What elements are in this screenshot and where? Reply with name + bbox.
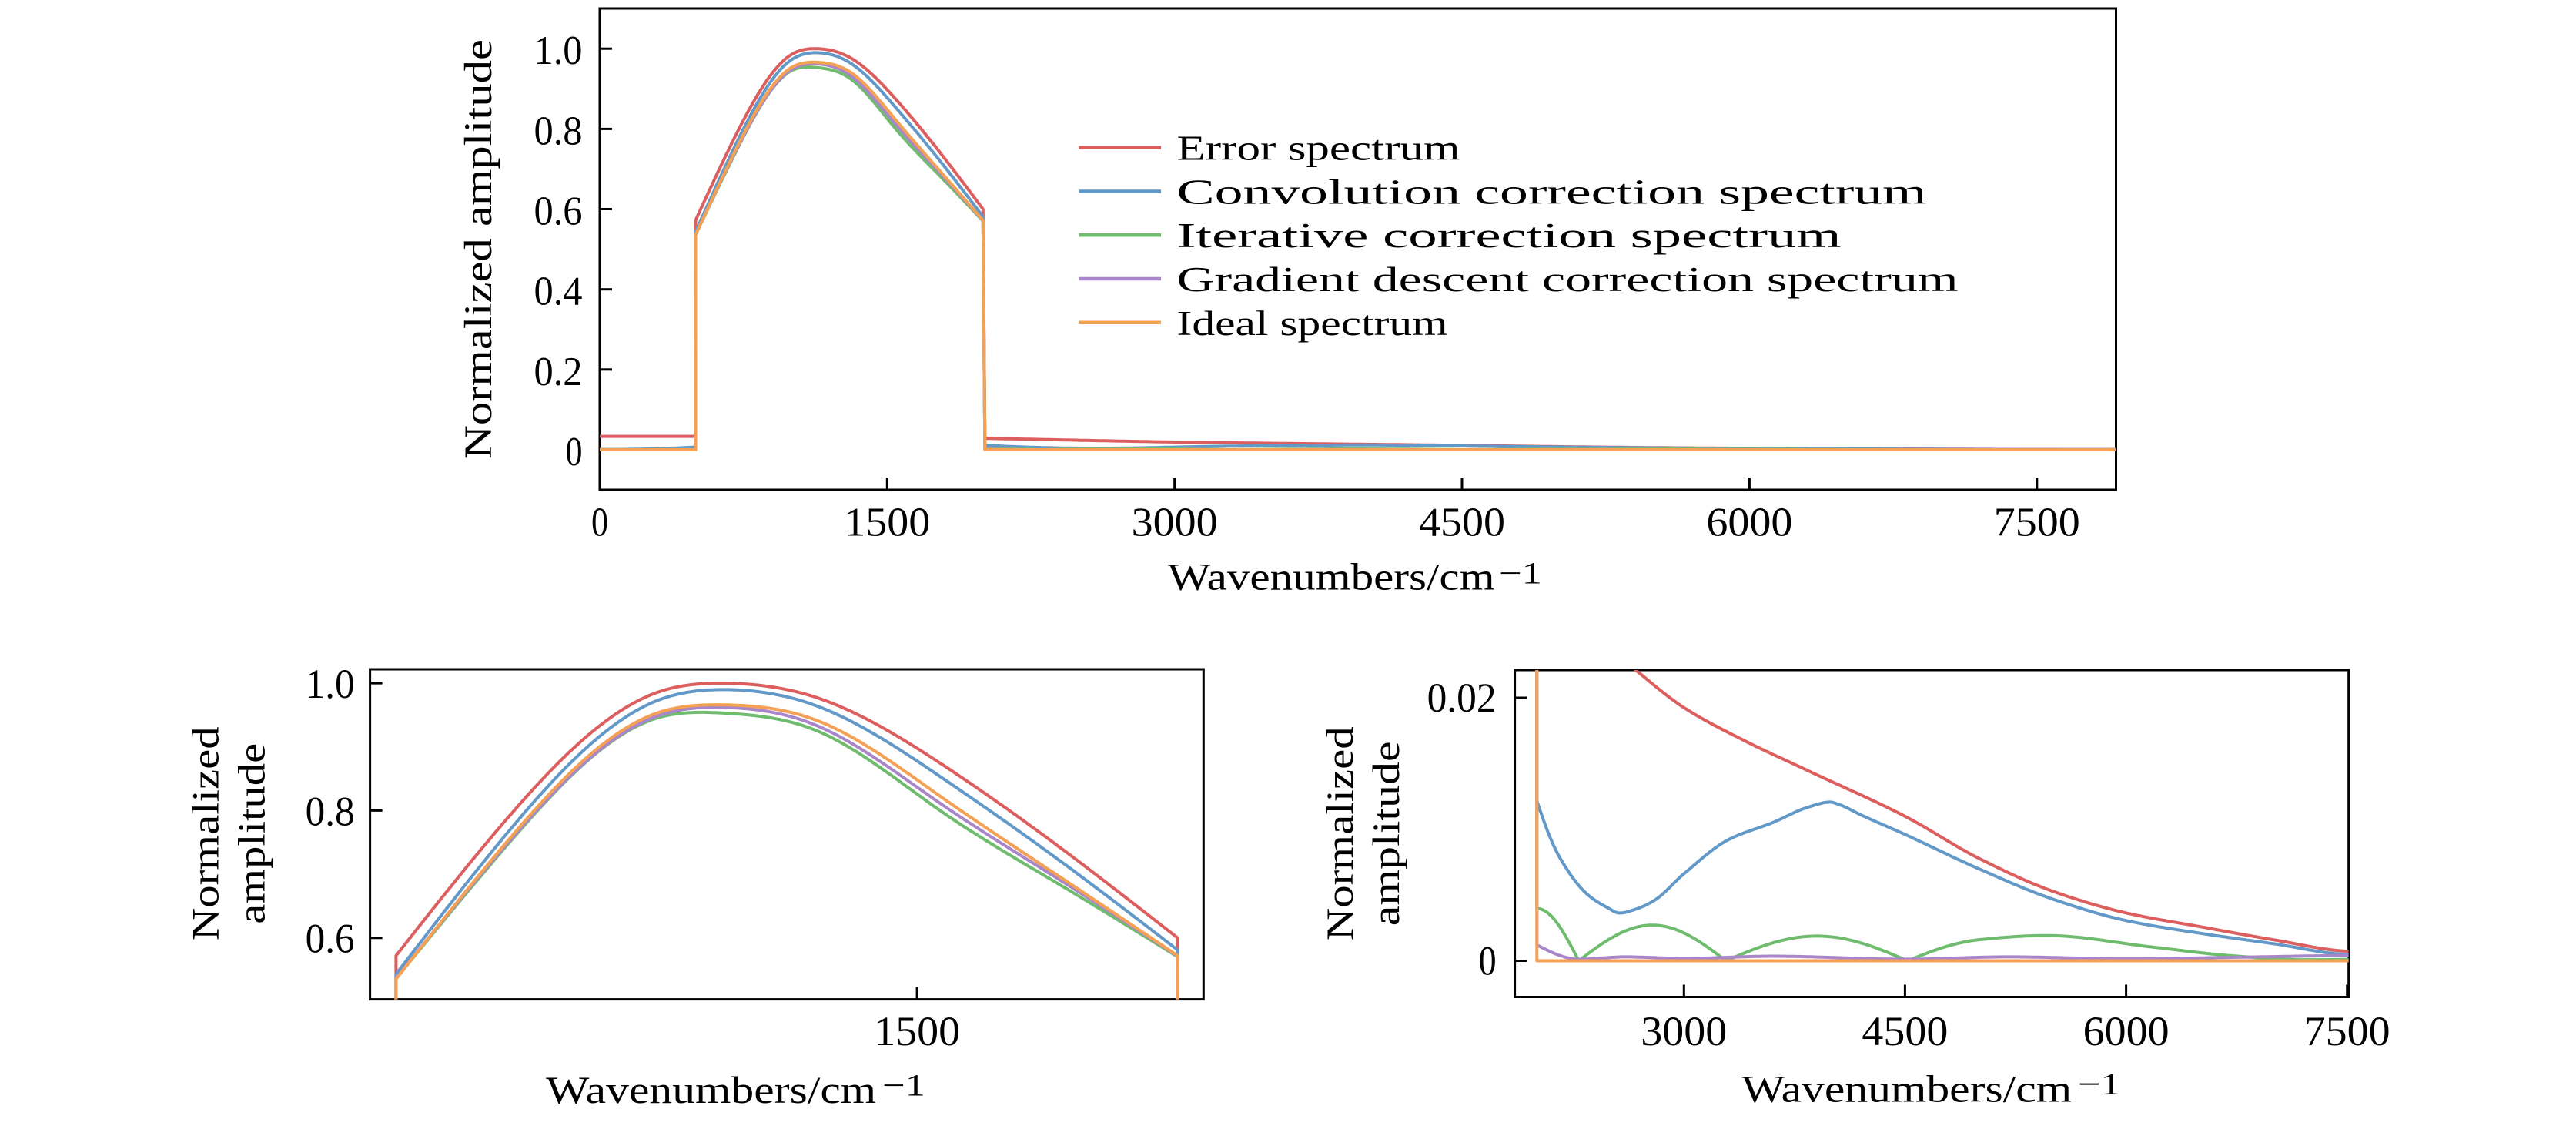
svg-text:Error spectrum: Error spectrum bbox=[1177, 129, 1460, 168]
svg-text:1.0: 1.0 bbox=[306, 661, 355, 707]
svg-text:1.0: 1.0 bbox=[534, 28, 583, 73]
svg-text:0.6: 0.6 bbox=[306, 916, 355, 962]
svg-text:7500: 7500 bbox=[2304, 1008, 2390, 1054]
svg-text:amplitude: amplitude bbox=[1364, 741, 1407, 926]
svg-text:4500: 4500 bbox=[1419, 501, 1505, 545]
svg-text:0: 0 bbox=[1479, 938, 1497, 984]
svg-text:0.8: 0.8 bbox=[306, 788, 355, 834]
svg-text:0: 0 bbox=[566, 430, 583, 474]
svg-text:0.02: 0.02 bbox=[1427, 675, 1497, 721]
svg-text:0.4: 0.4 bbox=[534, 270, 583, 314]
svg-text:3000: 3000 bbox=[1132, 501, 1218, 545]
svg-text:Wavenumbers/cm: Wavenumbers/cm bbox=[546, 1068, 876, 1111]
svg-text:Iterative correction spectrum: Iterative correction spectrum bbox=[1177, 216, 1842, 255]
svg-text:Wavenumbers/cm: Wavenumbers/cm bbox=[1168, 555, 1495, 598]
svg-text:4500: 4500 bbox=[1862, 1008, 1948, 1054]
svg-text:0.8: 0.8 bbox=[534, 109, 583, 153]
svg-text:Wavenumbers/cm: Wavenumbers/cm bbox=[1741, 1067, 2072, 1111]
svg-text:0.6: 0.6 bbox=[534, 189, 583, 234]
svg-text:−1: −1 bbox=[882, 1067, 925, 1102]
svg-text:−1: −1 bbox=[1499, 556, 1542, 591]
svg-text:Normalized: Normalized bbox=[184, 726, 227, 940]
svg-text:7500: 7500 bbox=[1994, 501, 2080, 545]
svg-text:6000: 6000 bbox=[1706, 501, 1792, 545]
svg-text:3000: 3000 bbox=[1641, 1008, 1727, 1054]
svg-text:Ideal spectrum: Ideal spectrum bbox=[1177, 304, 1448, 343]
svg-text:Convolution correction spectru: Convolution correction spectrum bbox=[1177, 173, 1927, 212]
svg-text:0: 0 bbox=[591, 501, 608, 545]
svg-text:Normalized: Normalized bbox=[1318, 726, 1361, 940]
svg-text:0.2: 0.2 bbox=[534, 350, 583, 394]
svg-text:−1: −1 bbox=[2078, 1067, 2121, 1101]
svg-text:amplitude: amplitude bbox=[230, 743, 273, 924]
svg-text:Normalized amplitude: Normalized amplitude bbox=[457, 39, 500, 459]
svg-text:1500: 1500 bbox=[874, 1008, 960, 1054]
svg-text:1500: 1500 bbox=[844, 501, 930, 545]
svg-text:Gradient descent correction sp: Gradient descent correction spectrum bbox=[1177, 260, 1959, 299]
svg-text:6000: 6000 bbox=[2083, 1008, 2170, 1054]
